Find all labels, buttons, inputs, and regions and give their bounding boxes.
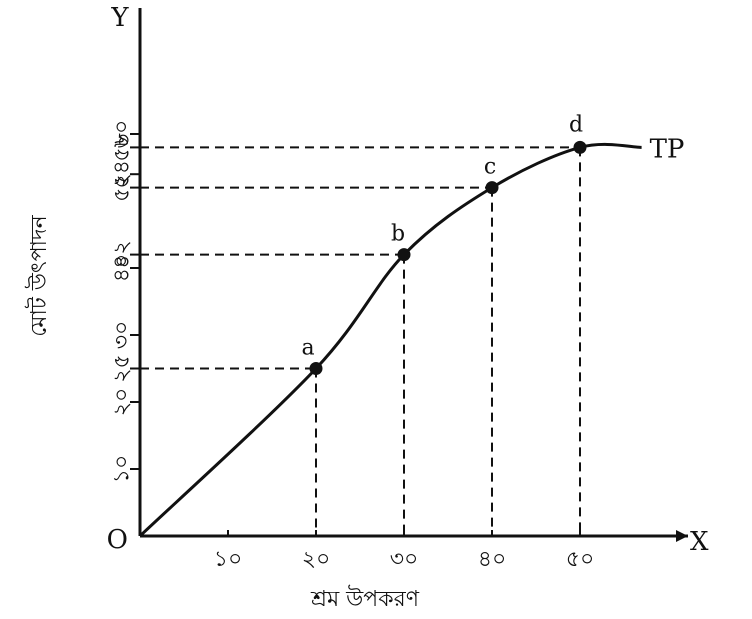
y-tick-label: ৪০ bbox=[110, 254, 135, 283]
point-label-d: d bbox=[569, 112, 583, 137]
guide-lines bbox=[140, 146, 581, 536]
point-c bbox=[485, 181, 499, 195]
point-label-c: c bbox=[484, 155, 496, 180]
x-tick-label: ২০ bbox=[302, 547, 331, 572]
y-tick-label: ৩০ bbox=[110, 321, 135, 350]
y-axis-letter: Y bbox=[110, 3, 129, 33]
data-points: a b c d bbox=[301, 112, 587, 375]
y-tick-label: ৪২ bbox=[110, 240, 135, 269]
x-tick-label: ৩০ bbox=[390, 547, 419, 572]
origin-label: O bbox=[107, 525, 128, 555]
x-tick-label: ৫০ bbox=[566, 547, 595, 572]
y-tick-label: ৫৮ bbox=[110, 133, 135, 162]
x-tick-label: ৪০ bbox=[478, 547, 507, 572]
axes bbox=[138, 8, 688, 542]
point-a bbox=[309, 362, 323, 375]
x-axis-title: শ্রম উপকরণ bbox=[310, 585, 420, 612]
curve-label-tp: TP bbox=[650, 134, 685, 164]
point-label-a: a bbox=[301, 336, 314, 361]
y-tick-label: ২৫ bbox=[110, 354, 135, 383]
y-tick-label: ৬০ bbox=[110, 120, 135, 149]
y-axis-title: মোট উৎপাদন bbox=[25, 214, 52, 336]
point-label-b: b bbox=[391, 222, 405, 247]
x-axis-letter: X bbox=[690, 527, 709, 557]
tp-curve bbox=[138, 142, 642, 538]
point-b bbox=[397, 248, 411, 262]
y-tick-label: ১০ bbox=[110, 455, 135, 484]
point-d bbox=[573, 140, 587, 154]
y-tick-label: ৫২ bbox=[110, 173, 135, 202]
y-tick-label: ৫৪ bbox=[110, 160, 135, 189]
x-tick-label: ১০ bbox=[214, 547, 243, 572]
x-axis-arrow bbox=[676, 530, 688, 542]
y-tick-label: ২০ bbox=[110, 388, 135, 417]
